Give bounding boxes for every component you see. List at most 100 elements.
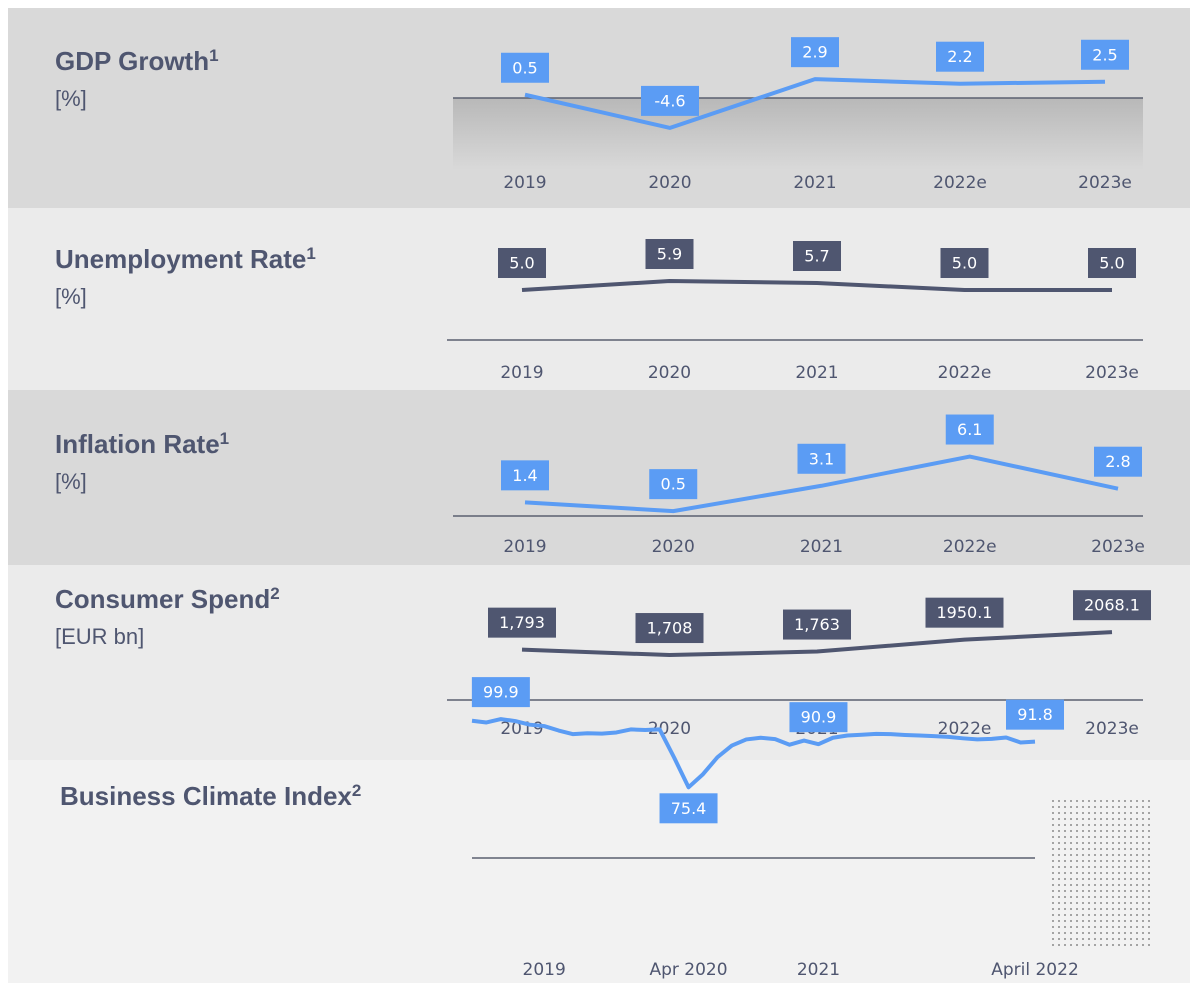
value-label-box <box>783 609 851 640</box>
x-tick-label: 2020 <box>652 537 695 557</box>
data-line <box>521 279 1112 292</box>
value-label-box <box>488 607 556 638</box>
value-label: 1950.1 <box>937 603 993 622</box>
value-label-box <box>1094 446 1142 477</box>
chart-title: Consumer Spend2 <box>55 584 280 614</box>
value-label: 2.5 <box>1092 45 1117 64</box>
x-tick-label: 2020 <box>648 173 691 193</box>
x-tick-label: 2019 <box>523 960 566 980</box>
title-text: Inflation Rate <box>55 429 220 459</box>
panel-bg <box>8 760 1190 983</box>
data-line <box>471 717 1036 790</box>
value-label-box <box>1081 39 1129 70</box>
panel-bg <box>8 208 1190 390</box>
value-label: 0.5 <box>512 58 537 77</box>
value-label: 2.9 <box>802 43 827 62</box>
value-label-box <box>471 677 530 708</box>
data-line <box>524 454 1119 514</box>
x-tick-label: 2021 <box>800 537 843 557</box>
value-label-box <box>501 460 549 491</box>
value-label-box <box>649 469 698 500</box>
title-text: Business Climate Index <box>60 781 352 811</box>
value-label: 2.8 <box>1105 452 1130 471</box>
subtitle: [%] <box>55 284 87 309</box>
value-label: 3.1 <box>809 449 834 468</box>
x-tick-label: 2019 <box>503 173 546 193</box>
x-tick-label: 2021 <box>797 960 840 980</box>
value-label: 1.4 <box>512 466 537 485</box>
footnote: 2 <box>270 584 279 603</box>
value-label: 1,763 <box>794 615 840 634</box>
title-text: GDP Growth <box>55 46 209 76</box>
value-label-box <box>1073 590 1151 621</box>
x-tick-label: 2020 <box>648 363 691 383</box>
panel-bg <box>8 390 1190 565</box>
panel-bg <box>8 565 1190 760</box>
value-label-box <box>1088 248 1136 278</box>
x-tick-label: 2019 <box>500 363 543 383</box>
chart-title: Business Climate Index2 <box>60 781 361 811</box>
x-tick-label: 2023e <box>1078 173 1132 193</box>
x-tick-label: 2022e <box>938 363 992 383</box>
value-label: 90.9 <box>801 708 837 727</box>
value-label: 0.5 <box>661 475 686 494</box>
value-label-box <box>645 239 694 269</box>
value-label-box <box>789 702 848 733</box>
value-label: 5.9 <box>657 245 682 264</box>
x-tick-label: 2022e <box>933 173 987 193</box>
dot-pattern <box>1050 800 1150 950</box>
value-label: 1,793 <box>499 613 545 632</box>
value-label-box <box>797 443 846 474</box>
value-label: 91.8 <box>1017 705 1053 724</box>
x-tick-label: 2019 <box>503 537 546 557</box>
value-label: 5.7 <box>804 247 829 266</box>
value-label: 5.0 <box>952 254 977 273</box>
data-line <box>524 77 1106 130</box>
data-line <box>521 630 1113 658</box>
value-label-box <box>635 613 704 644</box>
x-tick-label: 2023e <box>1091 537 1145 557</box>
value-label: 2068.1 <box>1084 596 1140 615</box>
chart-title: Inflation Rate1 <box>55 429 229 459</box>
x-tick-label: 2022e <box>938 719 992 739</box>
value-label-box <box>791 37 839 68</box>
value-label: 5.0 <box>509 254 534 273</box>
value-label-box <box>1006 699 1064 730</box>
value-label: 5.0 <box>1099 254 1124 273</box>
value-label-box <box>641 85 699 116</box>
x-tick-label: 2020 <box>648 719 691 739</box>
value-label: -4.6 <box>654 91 685 110</box>
x-tick-label: 2023e <box>1085 719 1139 739</box>
shade <box>453 98 1143 170</box>
footnote: 2 <box>352 781 361 800</box>
value-label-box <box>793 241 841 271</box>
value-label: 6.1 <box>957 420 982 439</box>
value-label-box <box>925 597 1004 628</box>
footnote: 1 <box>306 244 315 263</box>
subtitle: [%] <box>55 469 87 494</box>
x-tick-label: 2022e <box>943 537 997 557</box>
value-label-box <box>498 248 546 278</box>
value-label: 1,708 <box>647 619 693 638</box>
subtitle: [EUR bn] <box>55 624 144 649</box>
footnote: 1 <box>209 46 218 65</box>
x-tick-label: 2023e <box>1085 363 1139 383</box>
x-tick-label: 2021 <box>793 173 836 193</box>
title-text: Consumer Spend <box>55 584 270 614</box>
value-label: 75.4 <box>671 799 707 818</box>
x-tick-label: Apr 2020 <box>649 960 727 980</box>
value-label: 99.9 <box>483 683 519 702</box>
value-label: 2.2 <box>947 47 972 66</box>
chart-title: GDP Growth1 <box>55 46 219 76</box>
chart-title: Unemployment Rate1 <box>55 244 316 274</box>
value-label-box <box>936 41 984 72</box>
value-label-box <box>501 52 549 83</box>
title-text: Unemployment Rate <box>55 244 306 274</box>
footnote: 1 <box>220 429 229 448</box>
value-label-box <box>945 414 994 445</box>
subtitle: [%] <box>55 86 87 111</box>
value-label-box <box>940 248 989 278</box>
x-tick-label: April 2022 <box>991 960 1079 980</box>
x-tick-label: 2021 <box>795 363 838 383</box>
